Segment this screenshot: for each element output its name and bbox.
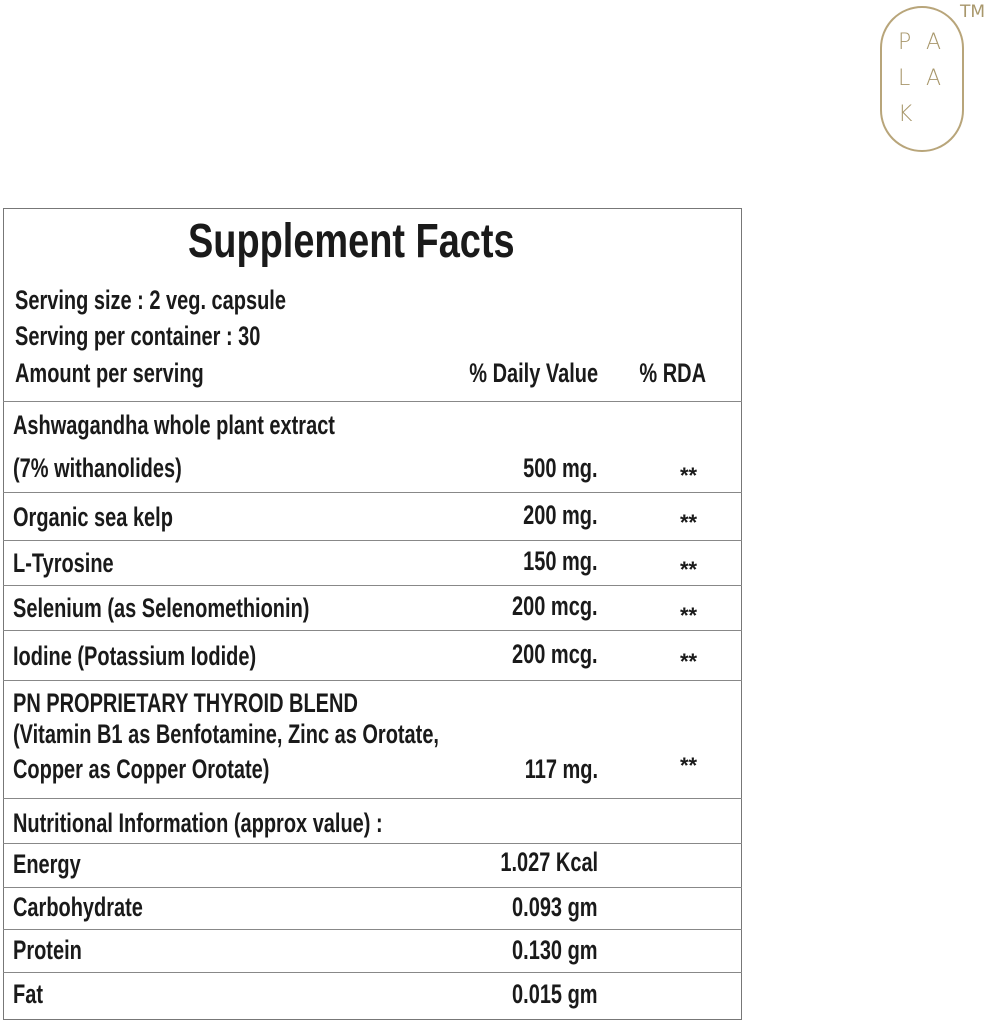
rda-header: % RDA (639, 358, 706, 388)
logo-letter: K (898, 102, 913, 127)
ingredient-rda: ** (680, 510, 698, 535)
ingredient-amount: 200 mcg. (512, 591, 598, 621)
divider (3, 680, 742, 681)
ingredient-rda: ** (680, 603, 698, 628)
ingredient-name: L-Tyrosine (13, 548, 114, 578)
ingredient-amount: 500 mg. (523, 453, 598, 483)
panel-title: Supplement Facts (188, 215, 515, 268)
nutrient-name: Carbohydrate (13, 892, 143, 922)
supplement-facts-panel (3, 208, 742, 1020)
amount-per-serving-header: Amount per serving (15, 358, 204, 388)
ingredient-name: (7% withanolides) (13, 453, 182, 483)
nutrient-name: Fat (13, 979, 43, 1009)
serving-size: Serving size : 2 veg. capsule (15, 285, 286, 315)
ingredient-name: Copper as Copper Orotate) (13, 754, 270, 784)
nutrient-name: Protein (13, 935, 82, 965)
divider (3, 540, 742, 541)
logo-letter: A (926, 30, 942, 55)
divider (3, 929, 742, 930)
ingredient-name: PN PROPRIETARY THYROID BLEND (13, 688, 358, 718)
divider (3, 630, 742, 631)
ingredient-name: Iodine (Potassium Iodide) (13, 641, 257, 671)
nutrient-name: Energy (13, 849, 81, 879)
ingredient-rda: ** (680, 557, 698, 582)
logo-capsule-outline (880, 6, 964, 152)
ingredient-name: Organic sea kelp (13, 502, 173, 532)
logo-letter: L (898, 66, 911, 91)
nutrient-value: 0.015 gm (512, 979, 598, 1009)
ingredient-rda: ** (680, 463, 698, 488)
ingredient-amount: 200 mg. (523, 500, 598, 530)
divider (3, 843, 742, 844)
ingredient-name: (Vitamin B1 as Benfotamine, Zinc as Orot… (13, 719, 439, 749)
divider (3, 798, 742, 799)
nutrition-heading: Nutritional Information (approx value) : (13, 808, 383, 838)
ingredient-name: Selenium (as Selenomethionin) (13, 593, 310, 623)
nutrient-value: 0.093 gm (512, 892, 598, 922)
nutrient-value: 0.130 gm (512, 935, 598, 965)
daily-value-header: % Daily Value (469, 358, 598, 388)
trademark: TM (960, 2, 986, 22)
ingredient-rda: ** (680, 649, 698, 674)
ingredient-amount: 200 mcg. (512, 639, 598, 669)
logo-letter: A (926, 66, 942, 91)
ingredient-rda: ** (680, 753, 698, 778)
divider (3, 887, 742, 888)
ingredient-amount: 117 mg. (524, 754, 598, 784)
divider (3, 972, 742, 973)
divider (3, 492, 742, 493)
ingredient-name: Ashwagandha whole plant extract (13, 410, 335, 440)
divider (3, 401, 742, 402)
nutrient-value: 1.027 Kcal (500, 847, 598, 877)
logo-letter: P (898, 30, 912, 55)
ingredient-amount: 150 mg. (523, 546, 598, 576)
servings-per-container: Serving per container : 30 (15, 321, 261, 351)
divider (3, 585, 742, 586)
